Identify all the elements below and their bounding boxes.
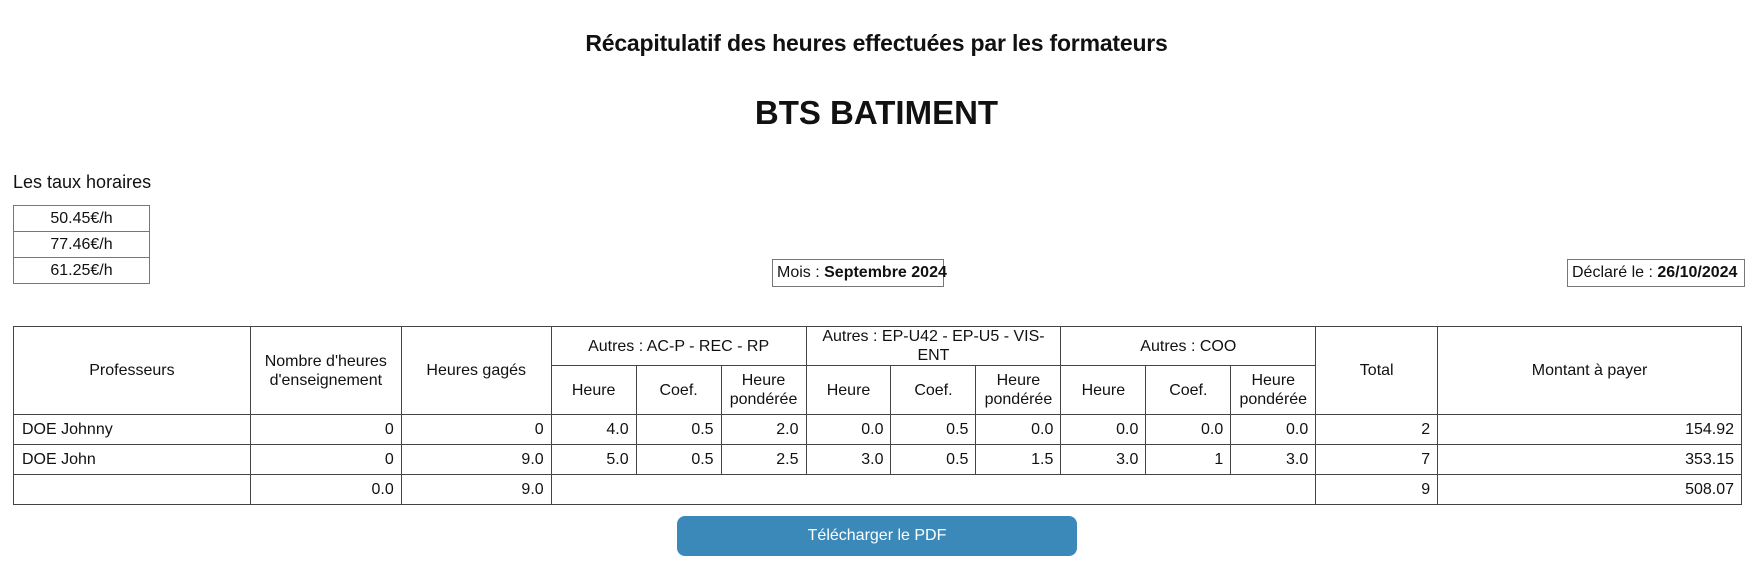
cell-total-nb-heures: 0.0 [249,474,402,505]
cell-g2-coef: 0.5 [890,444,977,475]
cell-total-heures-gages: 9.0 [400,474,552,505]
cell-total: 2 [1315,414,1439,445]
page-title: Récapitulatif des heures effectuées par … [585,30,1168,56]
cell-g3-heure: 3.0 [1060,444,1147,475]
subheader-heure: Heure [550,365,637,415]
cell-professeur: DOE John [13,444,251,475]
cell-g1-ponderee: 2.0 [720,414,807,445]
hourly-rates-label: Les taux horaires [13,172,152,192]
cell-g3-coef: 0.0 [1145,414,1232,445]
cell-g1-heure: 5.0 [550,444,637,475]
cell-nb-heures: 0 [249,414,402,445]
totals-row: 0.0 9.0 9 508.07 [13,474,1742,505]
month-box: Mois : Septembre 2024 [772,259,947,287]
table-row: DOE Johnny 0 0 4.0 0.5 2.0 0.0 0.5 0.0 0… [13,414,1742,445]
cell-g3-ponderee: 0.0 [1230,414,1317,445]
cell-g1-ponderee: 2.5 [720,444,807,475]
cell-g3-ponderee: 3.0 [1230,444,1317,475]
header-text: pondérée [1239,391,1308,408]
header-text: d'enseignement [269,371,383,389]
declared-date-value: 26/10/2024 [1657,264,1738,281]
subheader-heure-ponderee: Heure pondérée [975,365,1062,415]
header-group-acp-rec-rp: Autres : AC-P - REC - RP [550,326,807,366]
hourly-rate-item: 77.46€/h [13,231,150,258]
download-pdf-button[interactable]: Télécharger le PDF [677,516,1077,556]
cell-nb-heures: 0 [249,444,402,475]
cell-empty [550,474,1317,505]
cell-montant: 154.92 [1437,414,1742,445]
cell-heures-gages: 0 [400,414,552,445]
hours-summary-table: Professeurs Nombre d'heures d'enseignemen… [13,326,1742,505]
cell-g2-heure: 3.0 [805,444,892,475]
header-montant: Montant à payer [1437,326,1742,415]
subheader-coef: Coef. [890,365,977,415]
cell-g1-coef: 0.5 [635,414,722,445]
header-nb-heures: Nombre d'heures d'enseignement [249,326,402,415]
subheader-coef: Coef. [1145,365,1232,415]
hourly-rates-list: 50.45€/h 77.46€/h 61.25€/h [13,205,150,284]
cell-g2-coef: 0.5 [890,414,977,445]
cell-heures-gages: 9.0 [400,444,552,475]
header-text: pondérée [729,391,798,408]
declared-date-label: Déclaré le : [1572,264,1658,281]
header-professeurs: Professeurs [13,326,251,415]
cell-montant: 353.15 [1437,444,1742,475]
header-group-ep-u42: Autres : EP-U42 - EP-U5 - VIS-ENT [805,326,1062,366]
month-label: Mois : [777,264,825,281]
header-text: Nombre d'heures [264,352,387,370]
cell-g2-heure: 0.0 [805,414,892,445]
subheader-heure: Heure [805,365,892,415]
header-group-coo: Autres : COO [1060,326,1317,366]
declared-date-box: Déclaré le : 26/10/2024 [1567,259,1745,287]
program-title: BTS BATIMENT [754,94,999,131]
cell-g1-coef: 0.5 [635,444,722,475]
table-row: DOE John 0 9.0 5.0 0.5 2.5 3.0 0.5 1.5 3… [13,444,1742,475]
subheader-heure: Heure [1060,365,1147,415]
cell-total-montant: 508.07 [1437,474,1742,505]
hourly-rate-item: 61.25€/h [13,257,150,284]
subheader-heure-ponderee: Heure pondérée [1230,365,1317,415]
header-text: Heure [741,372,786,389]
hourly-rate-item: 50.45€/h [13,205,150,232]
subheader-heure-ponderee: Heure pondérée [720,365,807,415]
cell-professeur [13,474,251,505]
cell-g1-heure: 4.0 [550,414,637,445]
cell-total: 7 [1315,444,1439,475]
cell-g2-ponderee: 1.5 [975,444,1062,475]
cell-grand-total: 9 [1315,474,1439,505]
cell-g3-coef: 1 [1145,444,1232,475]
header-text: Heure [996,372,1041,389]
header-heures-gages: Heures gagés [400,326,552,415]
cell-professeur: DOE Johnny [13,414,251,445]
header-text: pondérée [984,391,1053,408]
cell-g3-heure: 0.0 [1060,414,1147,445]
header-text: Heure [1251,372,1296,389]
header-total: Total [1315,326,1439,415]
subheader-coef: Coef. [635,365,722,415]
month-value: Septembre 2024 [824,264,947,281]
cell-g2-ponderee: 0.0 [975,414,1062,445]
